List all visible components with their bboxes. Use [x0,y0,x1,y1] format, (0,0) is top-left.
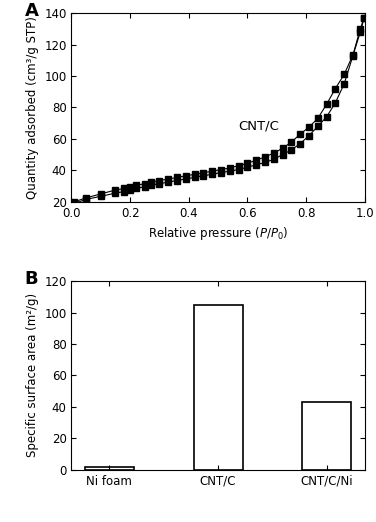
Bar [194,305,243,470]
Bar [85,467,134,470]
X-axis label: Relative pressure ($P/P_0$): Relative pressure ($P/P_0$) [148,225,288,242]
Bar [302,402,352,470]
Y-axis label: Specific surface area (m²/g): Specific surface area (m²/g) [26,293,39,457]
Text: CNT/C: CNT/C [239,120,279,133]
Text: A: A [24,2,38,20]
Text: B: B [24,270,38,288]
Y-axis label: Quantity adsorbed (cm³/g STP): Quantity adsorbed (cm³/g STP) [26,16,39,199]
